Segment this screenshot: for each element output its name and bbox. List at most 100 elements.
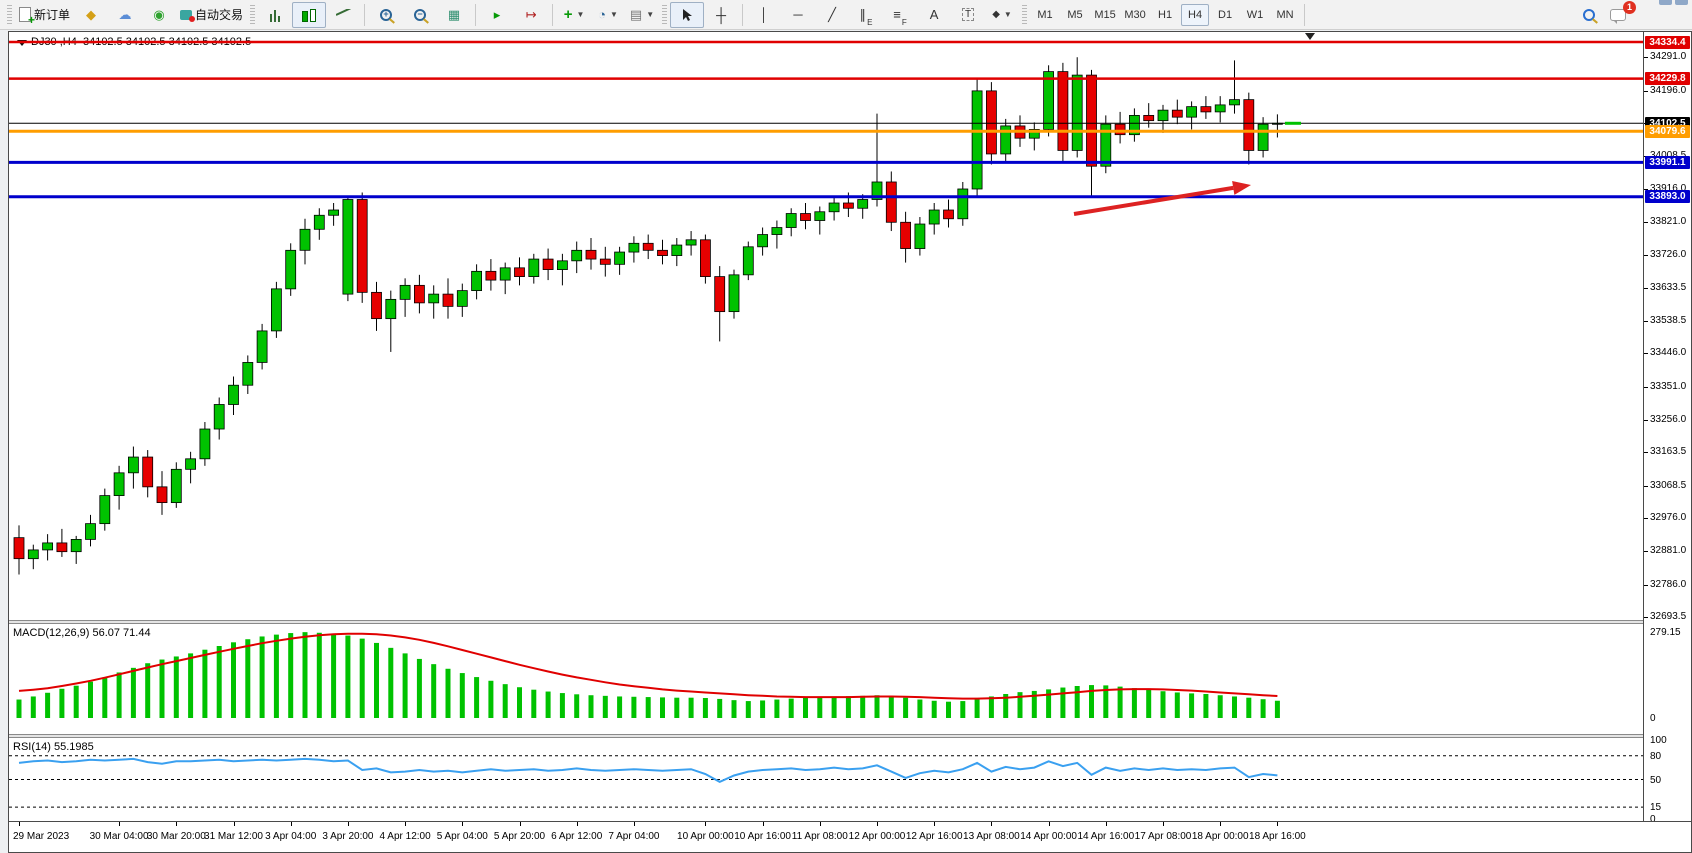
- time-tick-label: 5 Apr 04:00: [436, 831, 488, 842]
- price-badge-34229.8: 34229.8: [1645, 72, 1690, 86]
- text-label-icon: T: [961, 8, 975, 21]
- autotrading-button[interactable]: 自动交易: [176, 2, 247, 28]
- price-tick-mark: [1644, 320, 1648, 322]
- toolbar-separator: [475, 3, 477, 26]
- fibonacci-button[interactable]: ≡ F: [893, 7, 907, 27]
- notifications-button[interactable]: 1: [1606, 1, 1646, 28]
- notification-badge: 1: [1623, 1, 1636, 14]
- time-tick-label: 5 Apr 20:00: [493, 831, 546, 842]
- rsi-line: [18, 757, 1278, 784]
- pane-splitter[interactable]: [9, 620, 1691, 624]
- time-tick-mark: [877, 822, 878, 826]
- time-tick-mark: [1048, 822, 1050, 826]
- line-chart-icon: [336, 9, 351, 20]
- time-tick-label: 10 Apr 16:00: [734, 831, 791, 842]
- toolbar-grip[interactable]: [250, 4, 256, 25]
- timeframe-button-w1[interactable]: W1: [1246, 8, 1264, 21]
- toolbar: 新订单 ◆ ☁ ◉ 自动交易 + − ▦ ▸ ↦ +▼ ◔▼ ▤▼ ┼ │ ─ …: [0, 0, 1692, 30]
- pane-splitter[interactable]: [9, 734, 1691, 738]
- price-axis[interactable]: 34291.034196.034102.534008.533916.033821…: [1643, 32, 1691, 825]
- price-tick-mark: [1644, 221, 1648, 223]
- text-button[interactable]: A: [917, 2, 951, 28]
- price-tick-label: 34291.0: [1650, 51, 1687, 63]
- equidistant-channel-button[interactable]: ∥ E: [859, 6, 873, 27]
- time-tick-label: 29 Mar 2023: [13, 831, 70, 842]
- rsi-chart: [9, 755, 1643, 808]
- toolbar-grip[interactable]: [1022, 4, 1028, 25]
- bar-chart-button[interactable]: [258, 2, 292, 28]
- timeframe-button-h4[interactable]: H4: [1181, 3, 1210, 26]
- price-tick-label: 34196.0: [1650, 84, 1687, 96]
- time-tick-label: 14 Apr 16:00: [1077, 831, 1135, 842]
- price-tick-mark: [1644, 419, 1648, 421]
- toolbar-grip[interactable]: [662, 4, 668, 25]
- cursor-button[interactable]: [670, 1, 705, 28]
- price-tick-label: 33068.5: [1650, 479, 1687, 491]
- zoom-out-button[interactable]: −: [403, 2, 437, 28]
- new-order-button[interactable]: 新订单: [15, 2, 74, 28]
- time-tick-mark: [991, 822, 993, 826]
- candlestick-chart-button[interactable]: [292, 1, 327, 28]
- chart-shift-marker-icon[interactable]: [1305, 33, 1315, 40]
- toolbar-grip[interactable]: [7, 4, 12, 25]
- templates-button[interactable]: ▤ ▼: [625, 2, 659, 28]
- macd-chart: [16, 632, 1280, 718]
- timeframe-button-m1[interactable]: M1: [1037, 8, 1053, 21]
- horizontal-line-button[interactable]: ─: [781, 2, 815, 28]
- clock-icon: ◔: [598, 7, 606, 22]
- zoom-in-button[interactable]: +: [369, 2, 403, 28]
- time-tick-label: 31 Mar 12:00: [204, 831, 263, 842]
- time-tick-label: 6 Apr 12:00: [551, 831, 603, 842]
- window-control[interactable]: [1659, 0, 1672, 5]
- time-tick-mark: [1220, 822, 1222, 826]
- timeframe-button-m5[interactable]: M5: [1067, 8, 1083, 21]
- time-tick-mark: [576, 822, 578, 826]
- crosshair-button[interactable]: ┼: [704, 2, 738, 28]
- market-watch-button[interactable]: ◆: [74, 2, 108, 28]
- search-button[interactable]: [1572, 2, 1606, 28]
- timeframe-button-d1[interactable]: D1: [1218, 8, 1233, 21]
- time-tick-mark: [462, 822, 464, 826]
- fibonacci-icon: ≡: [893, 7, 901, 22]
- macd-tick-label: 279.15: [1650, 627, 1681, 639]
- time-axis[interactable]: 29 Mar 2023 30 Mar 04:00 30 Mar 20:00 31 Ma…: [9, 821, 1691, 852]
- arrow-annotation[interactable]: [1073, 181, 1251, 216]
- price-tick-label: 33256.0: [1650, 413, 1687, 425]
- arrows-button[interactable]: ◆ ▼: [985, 2, 1019, 28]
- rsi-pane[interactable]: RSI(14) 55.1985: [9, 738, 1643, 821]
- periods-button[interactable]: ◔ ▼: [591, 2, 625, 28]
- cursor-icon: [683, 8, 693, 21]
- time-tick-label: 12 Apr 16:00: [905, 831, 963, 842]
- timeframe-button-mn[interactable]: MN: [1276, 8, 1294, 21]
- price-tick-mark: [1644, 518, 1648, 520]
- timeframe-button-m30[interactable]: M30: [1124, 8, 1146, 21]
- indicators-button[interactable]: + ▼: [557, 2, 591, 28]
- cloud-upload-icon: ☁: [118, 7, 132, 22]
- tile-windows-button[interactable]: ▦: [437, 2, 471, 28]
- text-icon: A: [929, 7, 939, 22]
- publish-chart-button[interactable]: ☁: [108, 2, 142, 28]
- signal-icon: ◉: [153, 7, 165, 22]
- timeframe-button-h1[interactable]: H1: [1158, 8, 1173, 21]
- timeframe-button-m15[interactable]: M15: [1094, 8, 1116, 21]
- auto-scroll-button[interactable]: ▸: [480, 2, 514, 28]
- price-tick-label: 33446.0: [1650, 347, 1687, 359]
- trendline-button[interactable]: ╱: [815, 2, 849, 28]
- text-label-button[interactable]: T: [951, 2, 985, 28]
- macd-pane[interactable]: MACD(12,26,9) 56.07 71.44: [9, 624, 1643, 734]
- line-chart-button[interactable]: [326, 2, 360, 28]
- chat-bubble-icon: [1610, 8, 1626, 24]
- price-pane[interactable]: DJ30 ,H4 34102.5 34102.5 34102.5 34102.5: [9, 32, 1643, 620]
- time-tick-mark: [1277, 822, 1279, 826]
- vertical-line-button[interactable]: │: [747, 2, 781, 28]
- time-tick-label: 18 Apr 00:00: [1191, 831, 1249, 842]
- signals-button[interactable]: ◉: [142, 2, 176, 28]
- time-tick-label: 10 Apr 00:00: [677, 831, 734, 842]
- window-control[interactable]: [1675, 0, 1688, 5]
- macd-tick-label: 0: [1650, 713, 1656, 724]
- time-tick-label: 3 Apr 04:00: [265, 831, 317, 842]
- chart-title: DJ30 ,H4 34102.5 34102.5 34102.5 34102.5: [31, 36, 252, 48]
- macd-signal-line: [18, 632, 1278, 700]
- chart-shift-button[interactable]: ↦: [514, 2, 548, 28]
- price-tick-label: 32881.0: [1650, 545, 1687, 557]
